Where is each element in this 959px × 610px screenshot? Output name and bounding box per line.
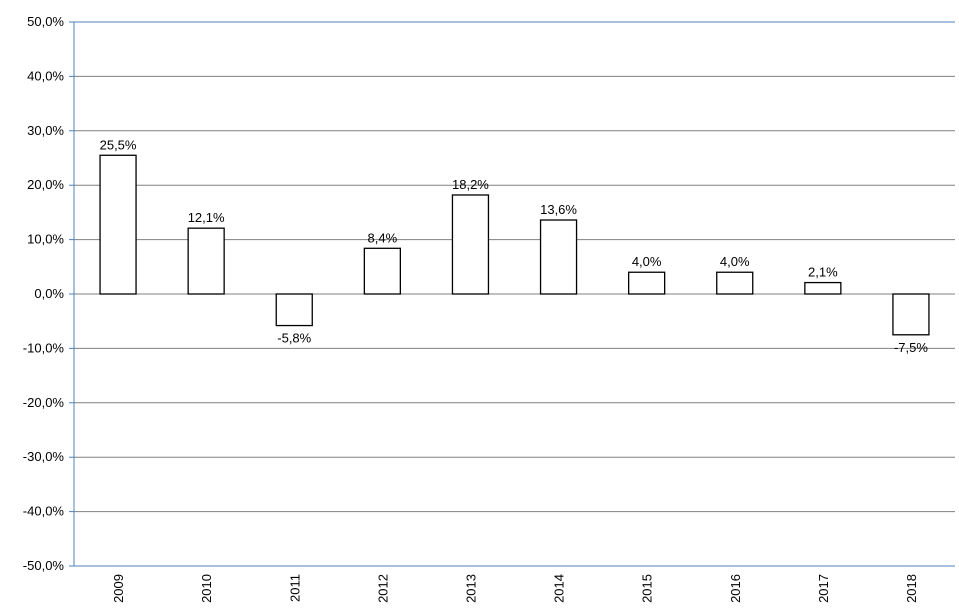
y-tick-label: 0,0% <box>34 286 64 301</box>
y-tick-label: 30,0% <box>27 123 64 138</box>
x-tick-label: 2014 <box>552 574 567 603</box>
y-tick-label: 10,0% <box>27 232 64 247</box>
x-tick-label: 2012 <box>375 574 390 603</box>
bar-2016 <box>716 271 754 295</box>
bar-2011 <box>275 293 313 327</box>
data-label-2015: 4,0% <box>632 254 662 269</box>
data-label-2018: -7,5% <box>894 340 928 355</box>
data-label-2012: 8,4% <box>368 230 398 245</box>
bar-2018 <box>892 293 930 336</box>
bar-2013 <box>451 194 490 295</box>
data-label-2017: 2,1% <box>808 265 838 280</box>
y-tick-label: -40,0% <box>23 504 65 519</box>
data-label-2010: 12,1% <box>188 210 225 225</box>
y-tick-label: -50,0% <box>23 558 65 573</box>
data-label-2013: 18,2% <box>452 177 489 192</box>
y-tick-label: -20,0% <box>23 395 65 410</box>
y-tick-label: 40,0% <box>27 68 64 83</box>
bar-2014 <box>539 219 578 295</box>
x-tick-label: 2013 <box>463 574 478 603</box>
y-tick-label: 50,0% <box>27 14 64 29</box>
bar-2012 <box>363 247 402 295</box>
x-tick-label: 2017 <box>816 574 831 603</box>
data-label-2009: 25,5% <box>100 137 137 152</box>
x-tick-label: 2009 <box>111 574 126 603</box>
data-label-2011: -5,8% <box>277 331 311 346</box>
x-tick-label: 2015 <box>640 574 655 603</box>
x-tick-label: 2016 <box>728 574 743 603</box>
bar-2010 <box>187 227 225 295</box>
data-label-2014: 13,6% <box>540 202 577 217</box>
x-tick-label: 2011 <box>287 574 302 602</box>
y-tick-label: -10,0% <box>23 340 65 355</box>
x-tick-label: 2010 <box>199 574 214 603</box>
x-tick-label: 2018 <box>904 574 919 603</box>
bar-2015 <box>628 271 666 295</box>
data-label-2016: 4,0% <box>720 254 750 269</box>
y-tick-label: -30,0% <box>23 449 65 464</box>
y-tick-label: 20,0% <box>27 177 64 192</box>
bar-2017 <box>804 281 842 295</box>
bar-2009 <box>99 154 137 295</box>
